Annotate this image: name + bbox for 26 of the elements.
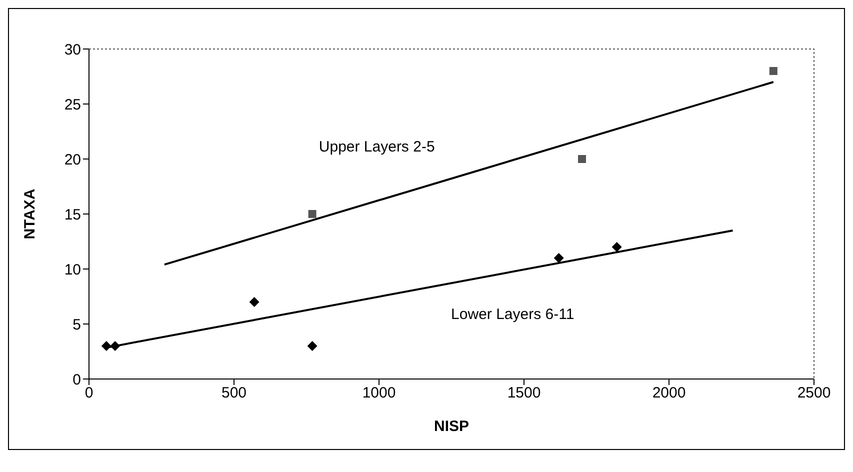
y-tick-label: 25 — [64, 96, 81, 114]
y-tick-label: 30 — [64, 41, 81, 58]
y-tick-label: 15 — [64, 206, 81, 224]
point — [307, 341, 318, 351]
x-axis-title: NISP — [434, 418, 470, 435]
x-tick-label: 2500 — [797, 384, 831, 402]
point — [101, 341, 112, 351]
point — [612, 242, 622, 252]
point — [578, 155, 586, 163]
y-tick-label: 0 — [72, 371, 81, 388]
point — [249, 297, 260, 307]
x-tick-label: 2000 — [652, 384, 686, 402]
y-tick-label: 10 — [64, 261, 81, 278]
x-tick-label: 1500 — [507, 384, 541, 402]
series-label: Lower Layers 6-11 — [451, 306, 574, 323]
x-tick-label: 500 — [221, 384, 247, 402]
x-tick-label: 1000 — [362, 384, 396, 402]
point — [308, 210, 316, 218]
point — [110, 341, 120, 351]
x-tick-label: 0 — [84, 384, 94, 402]
y-tick-label: 20 — [64, 151, 81, 168]
series-label: Upper Layers 2-5 — [318, 138, 435, 156]
point — [554, 253, 564, 263]
y-axis-title: NTAXA — [21, 188, 38, 240]
point — [769, 67, 778, 75]
y-tick-label: 5 — [72, 316, 81, 334]
